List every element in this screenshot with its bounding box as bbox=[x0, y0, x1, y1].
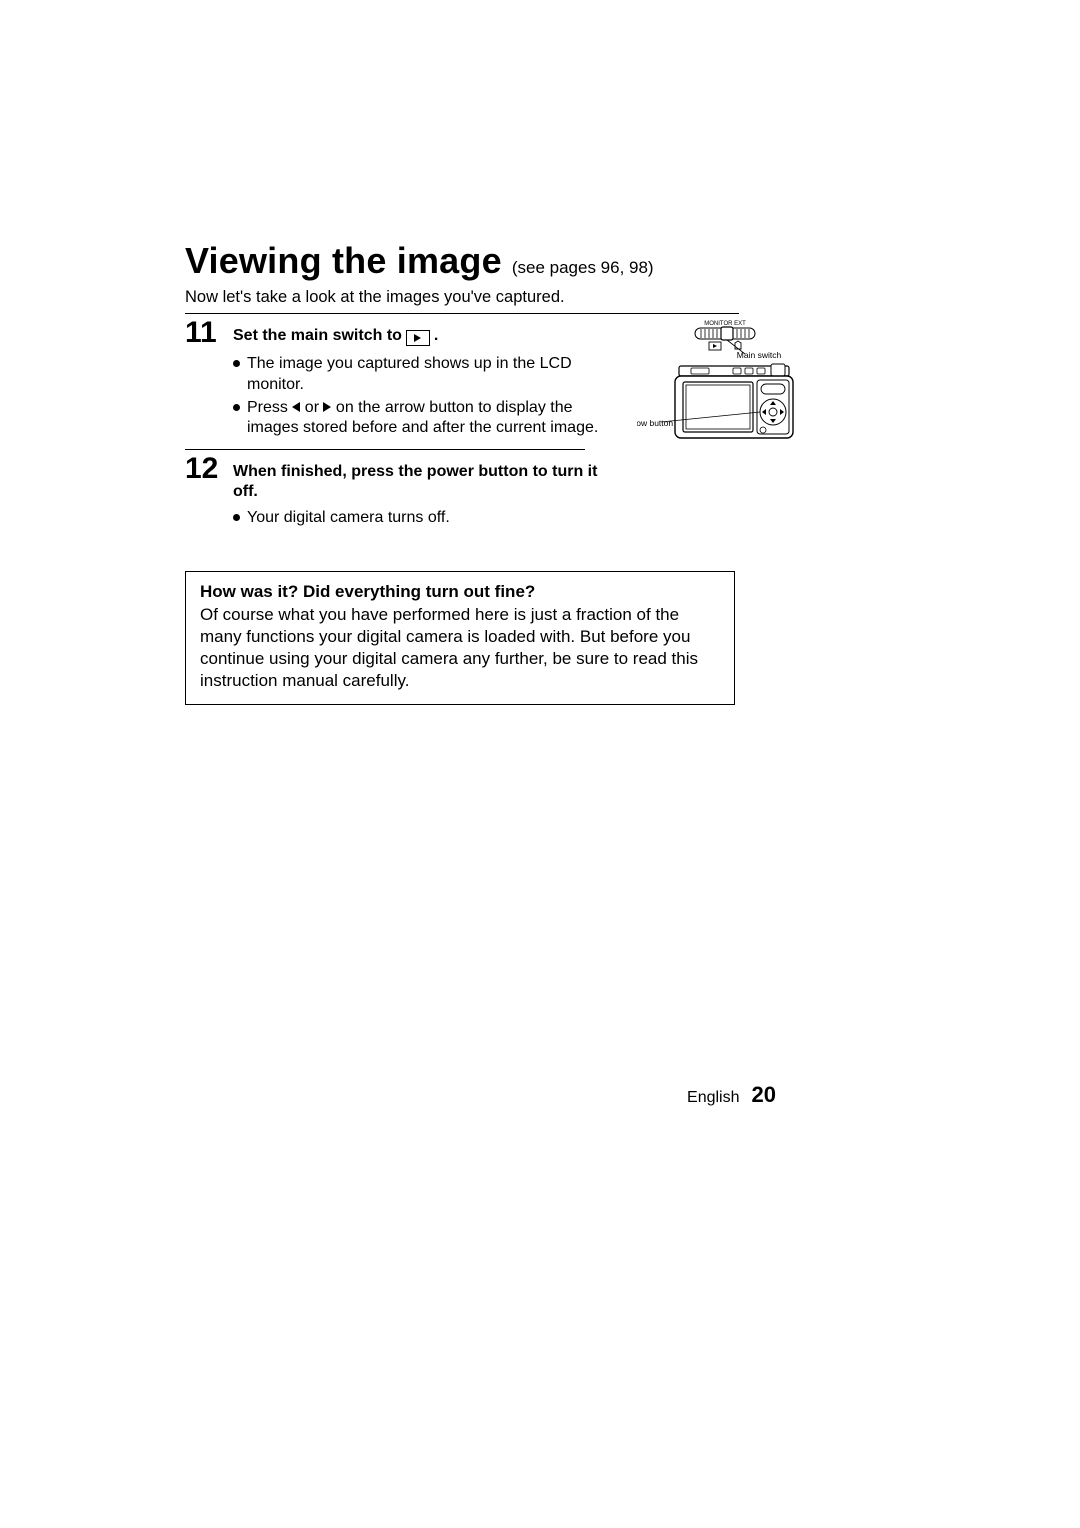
diagram-arrow-button-label: Arrow button bbox=[637, 418, 673, 428]
step-11-bullets: The image you captured shows up in the L… bbox=[185, 354, 619, 439]
info-box-body: Of course what you have performed here i… bbox=[200, 604, 720, 692]
info-box-title: How was it? Did everything turn out fine… bbox=[200, 582, 720, 602]
step-heading-text-suffix: . bbox=[434, 326, 438, 346]
playback-mode-icon bbox=[406, 330, 430, 346]
intro-text: Now let's take a look at the images you'… bbox=[185, 288, 905, 307]
heading-main: Viewing the image bbox=[185, 240, 502, 282]
step-number: 12 bbox=[185, 454, 225, 484]
bullet-item: Your digital camera turns off. bbox=[233, 508, 619, 529]
page: Viewing the image (see pages 96, 98) Now… bbox=[0, 0, 1080, 1528]
divider bbox=[185, 313, 739, 314]
step-heading-text: When finished, press the power button to… bbox=[233, 462, 619, 502]
camera-body-icon bbox=[675, 364, 793, 438]
steps-column: 11 Set the main switch to . The image yo… bbox=[185, 316, 619, 531]
camera-diagram: MONITOR EXT bbox=[637, 316, 797, 456]
bullet-item: Press or on the arrow button to display … bbox=[233, 398, 619, 440]
page-footer: English 20 bbox=[687, 1082, 776, 1108]
step-heading: When finished, press the power button to… bbox=[233, 462, 619, 502]
main-switch-icon bbox=[695, 327, 755, 340]
step-12-bullets: Your digital camera turns off. bbox=[185, 508, 619, 529]
mode-icons bbox=[709, 341, 741, 350]
body-columns: 11 Set the main switch to . The image yo… bbox=[185, 316, 905, 531]
bullet-text: Press bbox=[247, 399, 292, 416]
diagram-monitor-label: MONITOR EXT bbox=[704, 321, 746, 327]
step-number: 11 bbox=[185, 318, 225, 348]
page-heading: Viewing the image (see pages 96, 98) bbox=[185, 240, 905, 282]
step-11: 11 Set the main switch to . bbox=[185, 318, 619, 348]
info-box: How was it? Did everything turn out fine… bbox=[185, 571, 735, 705]
bullet-text: or bbox=[300, 399, 323, 416]
step-heading-text: Set the main switch to bbox=[233, 326, 402, 346]
footer-page-number: 20 bbox=[752, 1082, 776, 1108]
divider-short bbox=[185, 449, 585, 450]
diagram-main-switch-label: Main switch bbox=[737, 350, 782, 360]
footer-language: English bbox=[687, 1089, 739, 1107]
step-12: 12 When finished, press the power button… bbox=[185, 454, 619, 502]
step-heading: Set the main switch to . bbox=[233, 326, 438, 346]
bullet-item: The image you captured shows up in the L… bbox=[233, 354, 619, 396]
heading-sub: (see pages 96, 98) bbox=[512, 258, 654, 278]
